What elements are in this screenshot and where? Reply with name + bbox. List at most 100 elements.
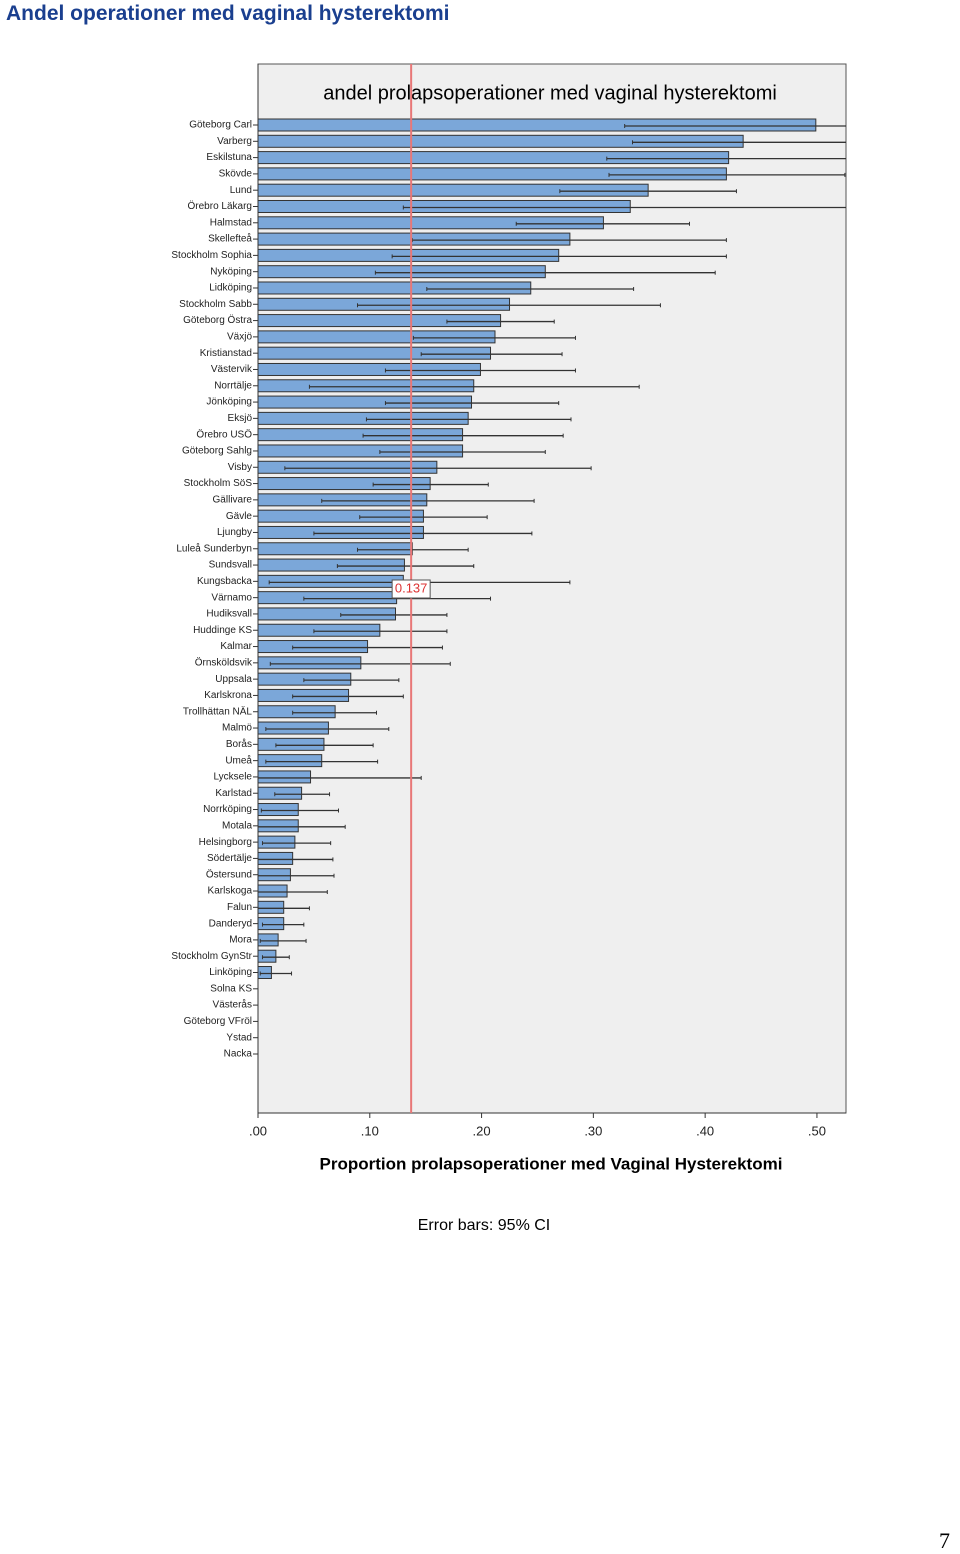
bar [258,216,604,230]
y-tick-label: Trollhättan NÄL [183,705,253,717]
bar [258,656,362,670]
error-bar [258,775,422,780]
bar [258,721,329,735]
y-tick-label: Helsingborg [199,837,252,848]
y-tick-label: Södertälje [207,853,252,864]
error-bar [321,498,535,503]
error-bar [365,417,572,422]
error-bar [261,841,332,846]
y-tick-label: Danderyd [209,918,252,929]
bar [258,884,288,898]
error-bar [372,482,489,487]
bar [258,966,272,980]
bar [258,379,475,393]
error-bar [559,189,737,194]
bar [258,770,312,784]
bar [258,330,496,344]
y-tick-label: Nacka [224,1049,253,1060]
bar [258,232,571,246]
y-tick-label: Kungsbacka [197,576,252,587]
y-tick-label: Västervik [211,364,253,375]
error-bar [340,612,448,617]
error-bar [384,368,576,373]
x-tick-label: .20 [473,1123,491,1138]
chart: andel prolapsoperationer med vaginal hys… [171,63,847,1234]
reference-label: 0.137 [395,580,428,595]
error-bar [292,694,404,699]
y-tick-label: Lidköping [209,283,252,294]
bar [258,395,473,409]
error-bar [265,759,379,764]
y-tick-label: Norrtälje [214,380,252,391]
y-tick-label: Mora [229,935,252,946]
error-bar [269,661,451,666]
y-tick-label: Borås [226,738,252,750]
plot-clip [258,118,846,980]
bar [258,607,396,621]
bar [258,477,431,491]
y-tick-label: Halmstad [210,217,252,228]
bar [258,183,649,197]
y-tick-label: Gävle [226,511,253,522]
x-tick-label: .30 [584,1123,602,1138]
bar [258,493,428,507]
error-bar [260,808,339,813]
bar [258,297,511,311]
error-bar [258,906,310,911]
error-bar [391,254,727,259]
y-tick-label: Umeå [225,754,252,766]
error-bar [275,743,374,748]
error-bar [384,401,560,406]
bar [258,900,285,914]
y-tick-label: Uppsala [215,674,252,685]
y-tick-label: Norrköping [203,804,252,815]
y-tick-label: Stockholm Sabb [179,299,252,310]
error-bar [362,433,564,438]
error-bar [624,124,846,128]
error-bar [308,384,640,389]
y-tick-label: Värnamo [211,592,252,603]
bar [258,460,438,474]
error-bar [292,645,443,650]
y-tick-label: Stockholm SöS [184,478,253,489]
error-bar [411,238,727,243]
error-bar [606,156,846,161]
bar [258,754,323,768]
y-tick-label: Karlskoga [208,886,253,897]
bar [258,705,336,719]
page-number: 7 [939,1528,950,1553]
y-tick-label: Eksjö [228,413,253,424]
y-tick-label: Skellefteå [208,233,252,245]
y-tick-label: Lycksele [213,772,252,783]
error-bar [303,678,400,683]
y-tick-label: Örnsköldsvik [195,656,253,668]
y-tick-label: Malmö [222,723,252,734]
y-tick-label: Stockholm Sophia [171,250,252,261]
y-tick-label: Linköping [209,967,252,978]
error-bar [265,727,390,732]
error-bar [515,221,690,226]
bar [258,428,464,442]
error-bar [356,547,469,552]
bar [258,411,469,425]
error-bar [274,792,331,797]
page-heading: Andel operationer med vaginal hysterekto… [6,2,450,25]
error-bar [313,629,448,634]
y-tick-label: Lund [230,185,252,196]
y-tick-label: Sundsvall [209,560,252,571]
error-bar [374,270,716,275]
bar [258,542,413,556]
y-tick-label: Karlskrona [204,690,252,701]
error-bar [292,710,377,715]
bar [258,558,405,572]
chart-title: andel prolapsoperationer med vaginal hys… [323,82,777,104]
error-bar [261,922,305,927]
x-axis-label: Proportion prolapsoperationer med Vagina… [320,1154,783,1173]
bar [258,444,464,458]
caption: Error bars: 95% CI [418,1217,550,1234]
y-tick-label: Visby [228,462,252,473]
error-bar [259,938,307,943]
bar [258,640,369,654]
bar [258,851,294,865]
error-bar [258,890,328,895]
